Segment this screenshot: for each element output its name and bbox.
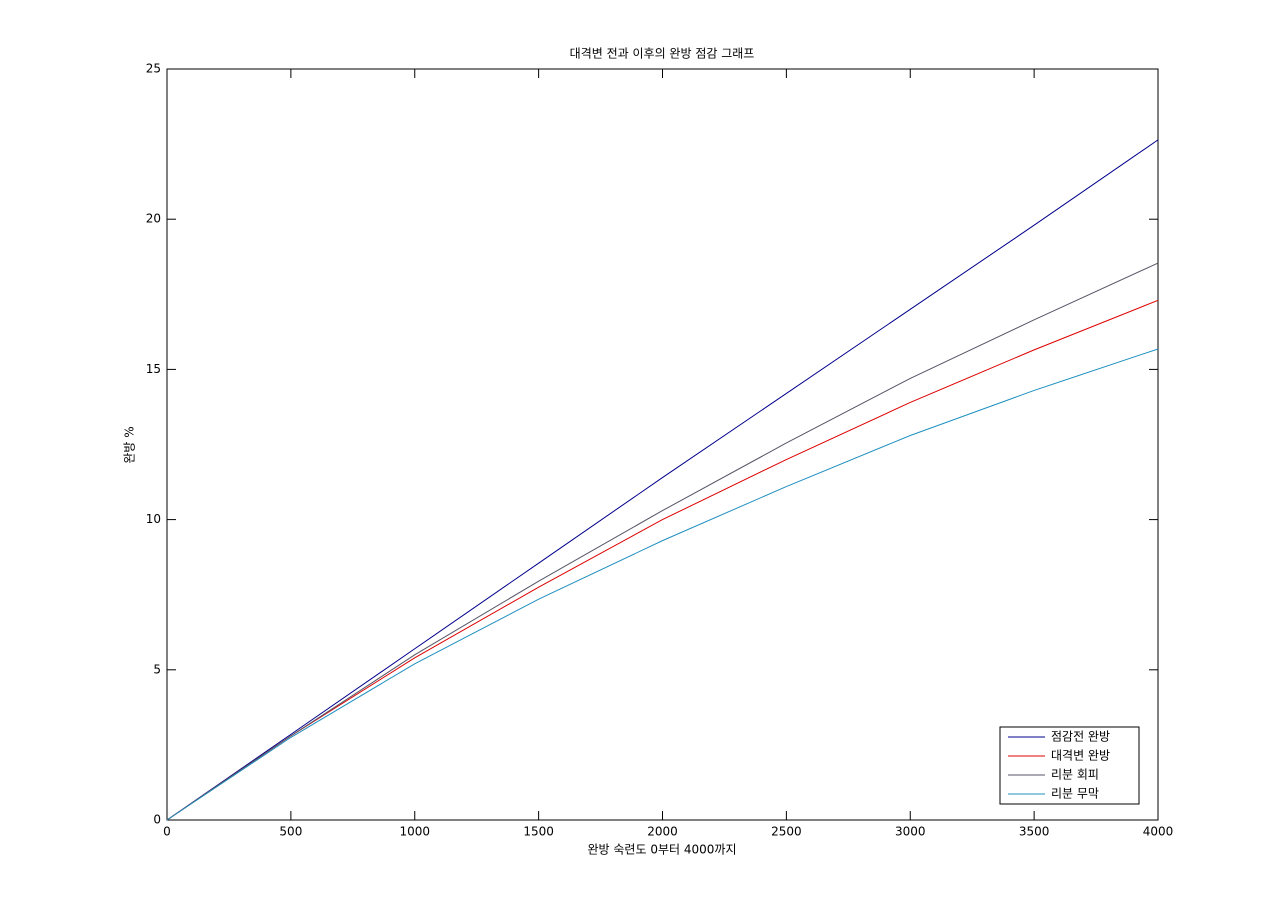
x-tick-label: 500 [279, 825, 302, 839]
x-tick-label: 1500 [523, 825, 554, 839]
x-tick-label: 2000 [647, 825, 678, 839]
x-tick-label: 4000 [1143, 825, 1174, 839]
x-tick-label: 3000 [895, 825, 926, 839]
series-line [166, 348, 1159, 821]
x-tick-label: 2500 [771, 825, 802, 839]
x-tick-label: 0 [163, 825, 171, 839]
series-line [166, 262, 1159, 821]
legend-box [999, 726, 1140, 805]
series-line [166, 139, 1159, 821]
legend-label: 대격변 완방 [1051, 749, 1110, 763]
y-tick-label: 0 [153, 813, 161, 827]
legend-label: 리분 무막 [1051, 787, 1099, 801]
x-axis-label: 완방 숙련도 0부터 4000까지 [588, 843, 737, 857]
y-tick-label: 5 [153, 662, 161, 676]
y-tick-label: 25 [146, 62, 161, 76]
series-line [166, 299, 1159, 821]
y-tick-label: 15 [146, 362, 161, 376]
x-tick-label: 3500 [1019, 825, 1050, 839]
y-axis-label: 완방 % [123, 426, 137, 463]
y-tick-label: 20 [146, 212, 161, 226]
chart-title: 대격변 전과 이후의 완방 점감 그래프 [570, 47, 755, 61]
y-tick-label: 10 [146, 512, 161, 526]
legend-label: 리분 회피 [1051, 768, 1099, 782]
x-tick-label: 1000 [399, 825, 430, 839]
legend-label: 점감전 완방 [1051, 730, 1110, 744]
